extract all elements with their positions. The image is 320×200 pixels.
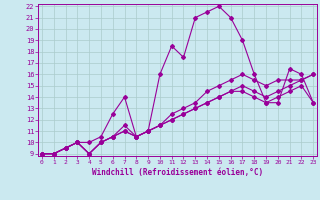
X-axis label: Windchill (Refroidissement éolien,°C): Windchill (Refroidissement éolien,°C) [92, 168, 263, 177]
